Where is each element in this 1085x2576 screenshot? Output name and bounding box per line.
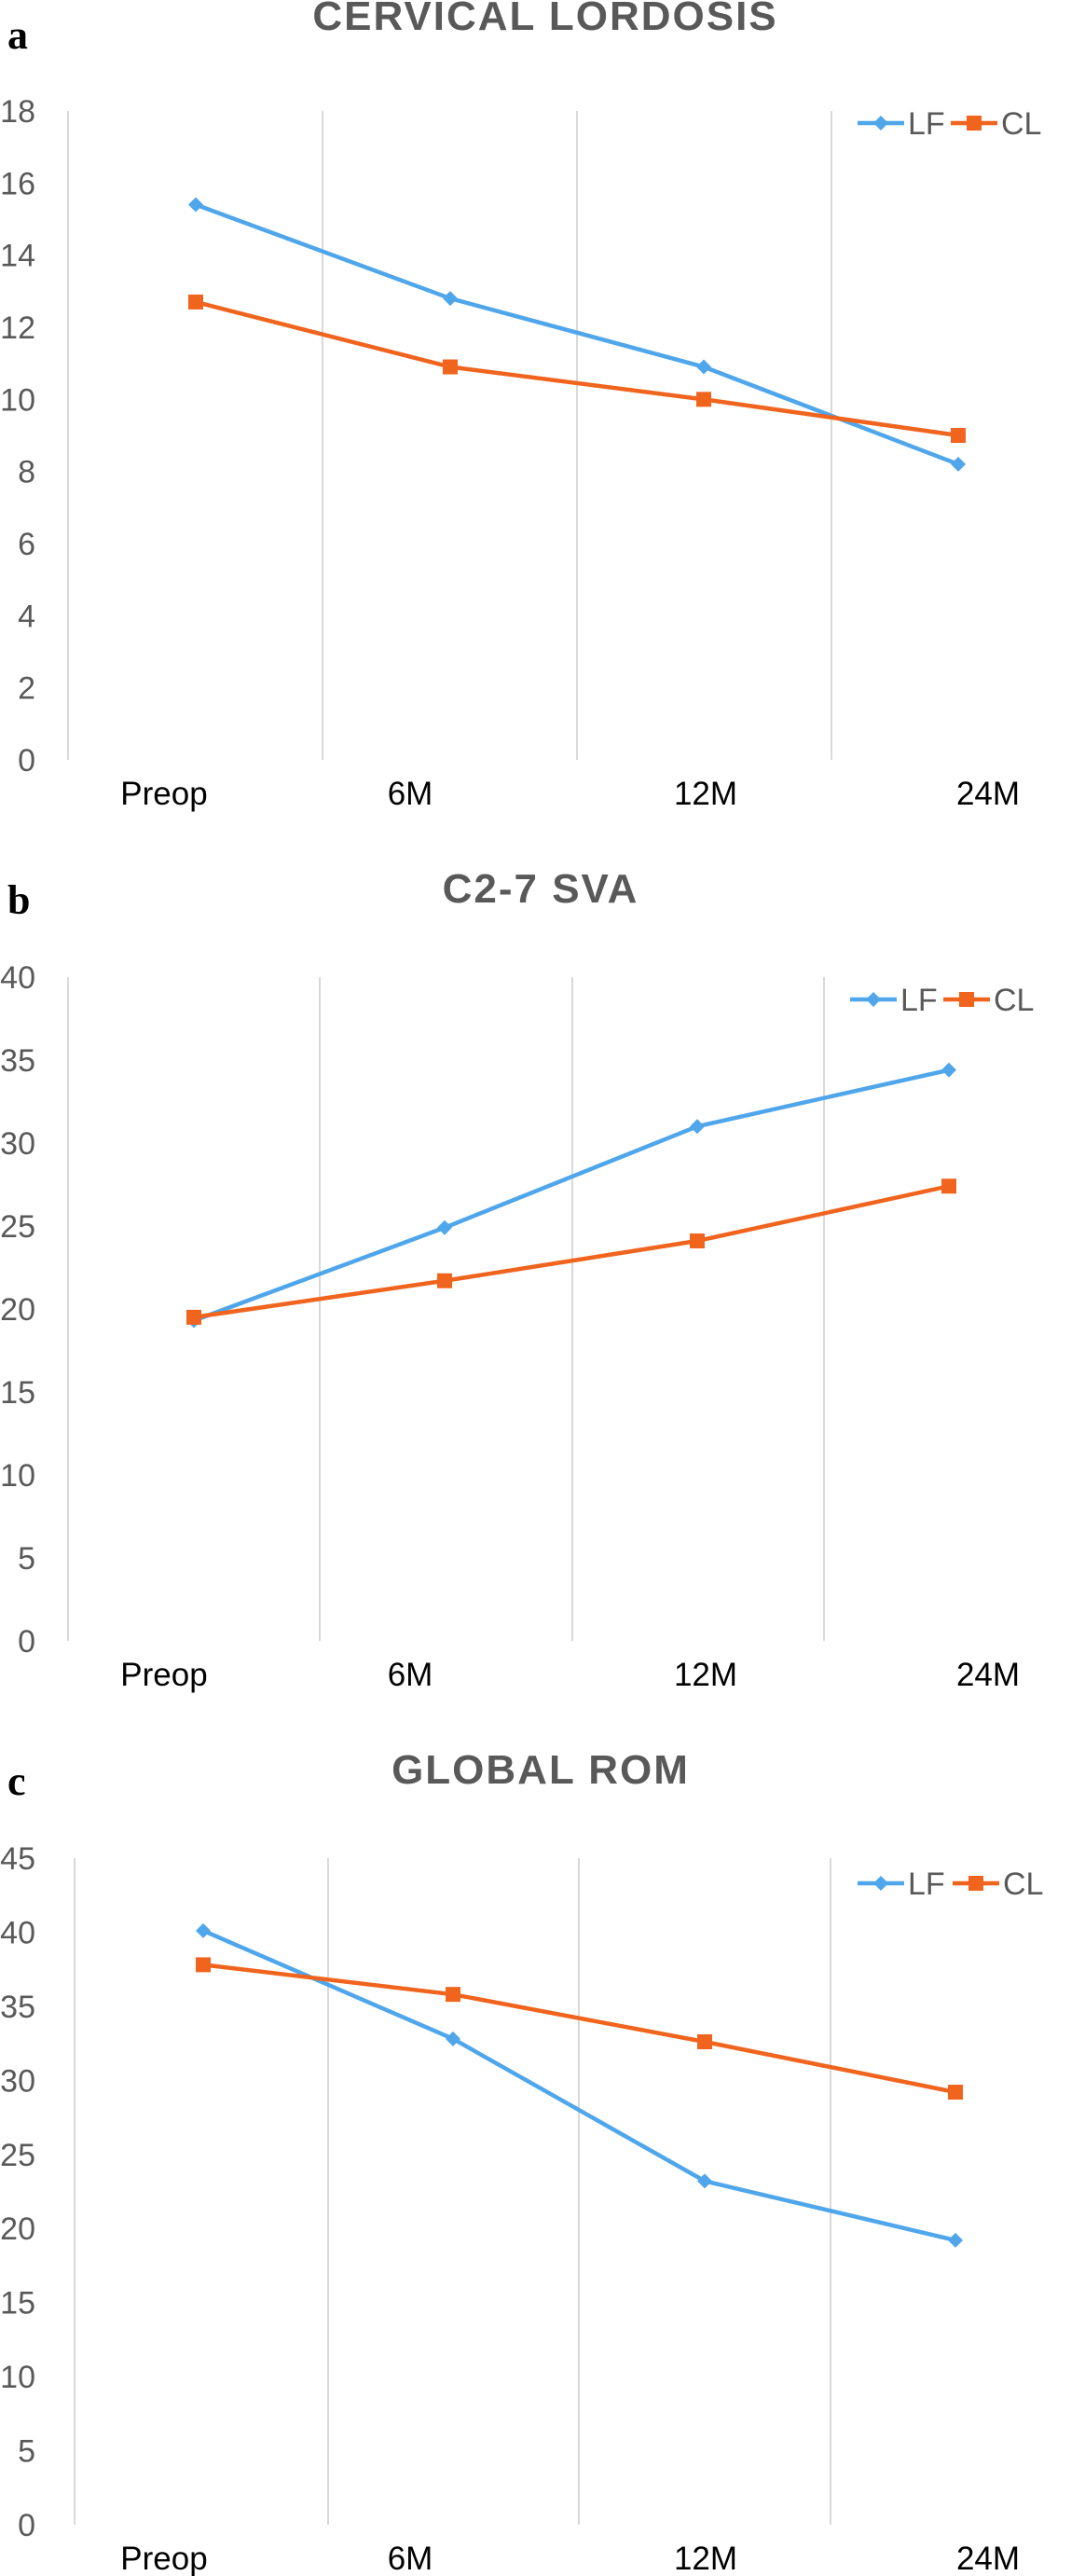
legend-label-lf: LF <box>908 1867 945 1902</box>
point-cl <box>948 2085 963 2101</box>
legend-marker-cl <box>967 116 982 131</box>
panel-letter-b: b <box>7 877 30 923</box>
series-line-lf <box>193 1068 950 1323</box>
y-tick-label: 35 <box>0 1990 35 2025</box>
point-cl <box>186 1309 201 1325</box>
point-lf <box>951 456 966 472</box>
chart-title-b: C2-7 SVA <box>443 866 639 912</box>
chart-a: a CERVICAL LORDOSIS 0 2 4 6 8 10 12 14 16 18 Preop… <box>0 0 1041 812</box>
y-tick-label: 14 <box>0 239 35 274</box>
y-tick-label: 20 <box>0 2211 35 2247</box>
y-tick-label: 10 <box>0 1458 35 1494</box>
x-tick-label: 12M <box>674 2541 737 2576</box>
series-line-lf <box>202 1928 956 2243</box>
y-tick-label: 20 <box>0 1292 35 1328</box>
point-cl <box>188 294 203 310</box>
y-tick-label: 12 <box>0 310 35 346</box>
y-tick-label: 30 <box>0 1126 35 1162</box>
x-tick-label: 6M <box>388 2541 433 2576</box>
chart-title-a: CERVICAL LORDOSIS <box>312 0 777 39</box>
x-tick-label: Preop <box>120 776 207 812</box>
legend-marker-lf <box>873 1876 888 1891</box>
y-tick-label: 0 <box>18 1624 35 1660</box>
legend-label-cl: CL <box>1003 1867 1043 1902</box>
y-tick-label: 0 <box>18 743 35 778</box>
point-cl <box>437 1273 452 1288</box>
point-cl <box>696 392 711 407</box>
point-cl <box>196 1957 211 1973</box>
point-cl <box>446 1987 460 2003</box>
y-tick-label: 25 <box>0 1209 35 1245</box>
legend-label-lf: LF <box>900 983 938 1018</box>
y-tick-label: 25 <box>0 2138 35 2173</box>
y-tick-label: 45 <box>0 1841 35 1877</box>
legend-label-cl: CL <box>994 983 1034 1018</box>
point-lf <box>690 1119 705 1135</box>
point-lf <box>196 1922 211 1938</box>
legend-marker-cl <box>959 992 974 1007</box>
y-tick-label: 6 <box>18 527 35 562</box>
y-tick-label: 18 <box>0 94 35 130</box>
chart-c: c GLOBAL ROM 0 5 10 15 20 25 30 35 40 45 Preop 6M 12… <box>0 1747 1043 2576</box>
legend-marker-lf <box>873 116 888 131</box>
legend-marker-cl <box>968 1876 983 1891</box>
legend-label-lf: LF <box>908 106 945 142</box>
y-tick-label: 5 <box>18 2434 35 2470</box>
point-lf <box>697 2173 712 2189</box>
y-tick-label: 40 <box>0 1915 35 1950</box>
chart-title-c: GLOBAL ROM <box>391 1747 690 1793</box>
point-cl <box>941 1178 956 1194</box>
x-tick-label: 12M <box>674 776 737 812</box>
y-tick-label: 5 <box>18 1541 35 1577</box>
x-tick-label: Preop <box>120 1657 207 1693</box>
point-lf <box>941 1062 956 1078</box>
y-tick-label: 30 <box>0 2063 35 2099</box>
series-line-cl <box>202 1963 956 2095</box>
point-lf <box>696 359 711 375</box>
legend-marker-lf <box>866 992 881 1007</box>
chart-b: b C2-7 SVA 0 5 10 15 20 25 30 35 40 Preop 6M 12M 24M… <box>0 866 1034 1693</box>
y-tick-label: 0 <box>18 2508 35 2543</box>
point-cl <box>951 428 966 443</box>
x-tick-label: 12M <box>674 1657 737 1693</box>
legend-label-cl: CL <box>1001 106 1041 142</box>
point-lf <box>948 2232 963 2248</box>
x-tick-label: 6M <box>388 1657 433 1693</box>
x-tick-label: 24M <box>956 776 1020 812</box>
y-tick-label: 8 <box>18 455 35 490</box>
x-tick-label: Preop <box>120 2541 207 2576</box>
point-lf <box>188 197 203 213</box>
series-line-cl <box>195 299 959 438</box>
y-tick-label: 10 <box>0 2360 35 2395</box>
y-tick-label: 4 <box>18 599 35 634</box>
y-tick-label: 2 <box>18 671 35 707</box>
point-cl <box>443 359 458 375</box>
y-tick-label: 15 <box>0 1375 35 1411</box>
panel-letter-a: a <box>7 12 28 58</box>
y-tick-label: 16 <box>0 166 35 201</box>
y-tick-label: 10 <box>0 382 35 418</box>
y-tick-label: 40 <box>0 960 35 996</box>
panel-letter-c: c <box>7 1758 26 1804</box>
point-lf <box>446 2031 460 2046</box>
x-tick-label: 24M <box>956 2541 1020 2576</box>
point-cl <box>690 1233 705 1249</box>
y-tick-label: 35 <box>0 1043 35 1079</box>
series-line-cl <box>193 1184 950 1320</box>
x-tick-label: 6M <box>388 776 433 812</box>
point-lf <box>443 291 458 307</box>
point-lf <box>437 1219 452 1235</box>
y-tick-label: 15 <box>0 2286 35 2321</box>
x-tick-label: 24M <box>956 1657 1020 1693</box>
point-cl <box>697 2034 712 2050</box>
